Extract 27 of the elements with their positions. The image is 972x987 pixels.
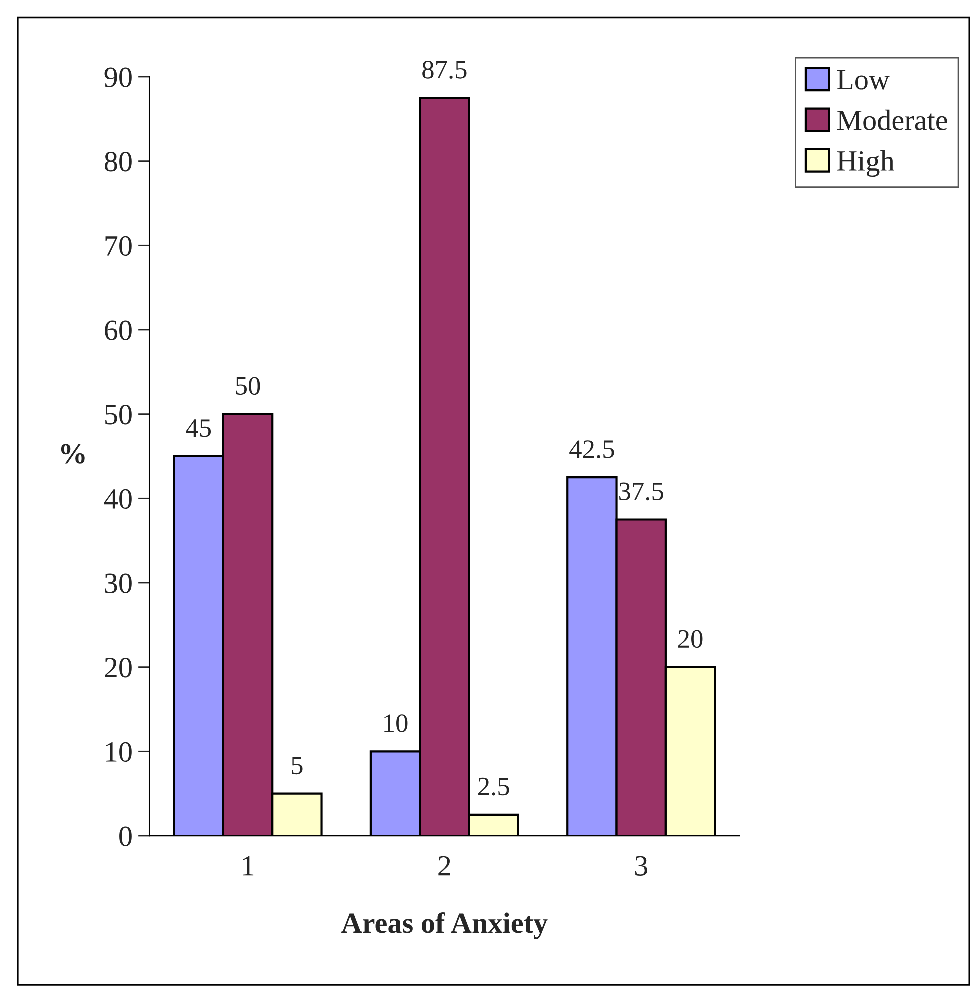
y-tick-label: 80: [104, 152, 132, 172]
legend-label: Low: [837, 70, 890, 90]
y-tick-label: 40: [104, 489, 132, 510]
data-label: 2.5: [478, 778, 510, 796]
data-label: 87.5: [422, 61, 467, 79]
y-tick-label: 0: [120, 826, 132, 846]
y-tick-label: 70: [106, 236, 132, 256]
y-tick-label: 90: [104, 68, 132, 88]
y-tick-label: 20: [105, 658, 132, 678]
y-tick-label: 10: [106, 742, 132, 762]
legend-label: High: [837, 150, 895, 178]
data-label: 45: [186, 420, 212, 438]
data-label: 10: [384, 714, 408, 732]
y-tick-label: 50: [106, 405, 132, 425]
data-label: 42.5: [570, 440, 614, 458]
data-label: 37.5: [620, 482, 664, 501]
x-tick-label: 2: [438, 856, 450, 876]
x-tick-label: 1: [243, 856, 254, 876]
data-label: 20: [678, 630, 703, 648]
data-label: 50: [236, 377, 260, 396]
y-axis-title: %: [61, 444, 85, 464]
y-tick-label: 60: [105, 320, 132, 340]
x-axis-title: Areas of Anxiety: [342, 912, 548, 940]
x-tick-label: 3: [635, 856, 648, 876]
legend-label: Moderate: [837, 110, 948, 130]
data-label: 5: [292, 757, 303, 775]
y-tick-label: 30: [105, 574, 132, 594]
